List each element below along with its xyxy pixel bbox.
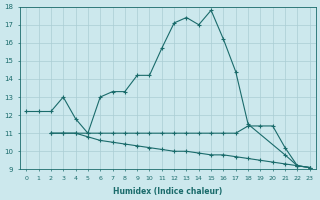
X-axis label: Humidex (Indice chaleur): Humidex (Indice chaleur) (113, 187, 223, 196)
